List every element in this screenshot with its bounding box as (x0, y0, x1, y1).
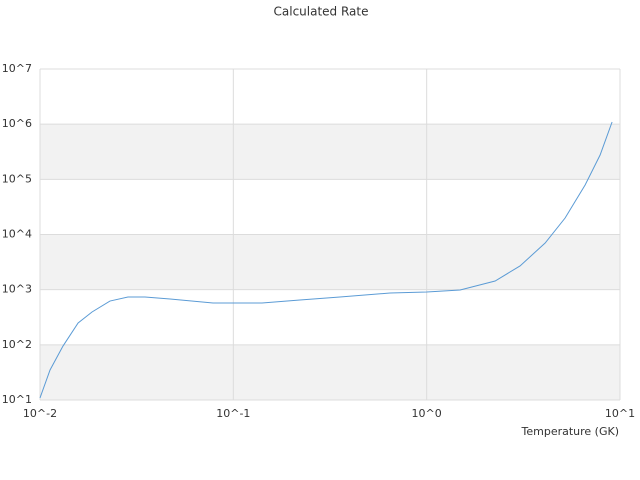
series-line (39, 121, 613, 399)
y-tick-label: 10^1 (2, 393, 32, 406)
y-tick-label: 10^4 (2, 228, 32, 241)
grid-band (40, 234, 620, 290)
y-tick-label: 10^5 (2, 172, 32, 185)
grid-band (40, 344, 620, 400)
x-tick-label: 10^-1 (216, 407, 250, 420)
x-axis-label: Temperature (GK) (521, 425, 620, 438)
chart-title: Calculated Rate (274, 5, 369, 19)
y-tick-label: 10^7 (2, 62, 32, 75)
grid-band (40, 124, 620, 180)
y-tick-label: 10^3 (2, 283, 32, 296)
y-tick-label: 10^2 (2, 338, 32, 351)
x-tick-label: 10^-2 (23, 407, 57, 420)
y-tick-label: 10^6 (2, 117, 32, 130)
x-tick-label: 10^1 (605, 407, 635, 420)
x-tick-label: 10^0 (412, 407, 442, 420)
